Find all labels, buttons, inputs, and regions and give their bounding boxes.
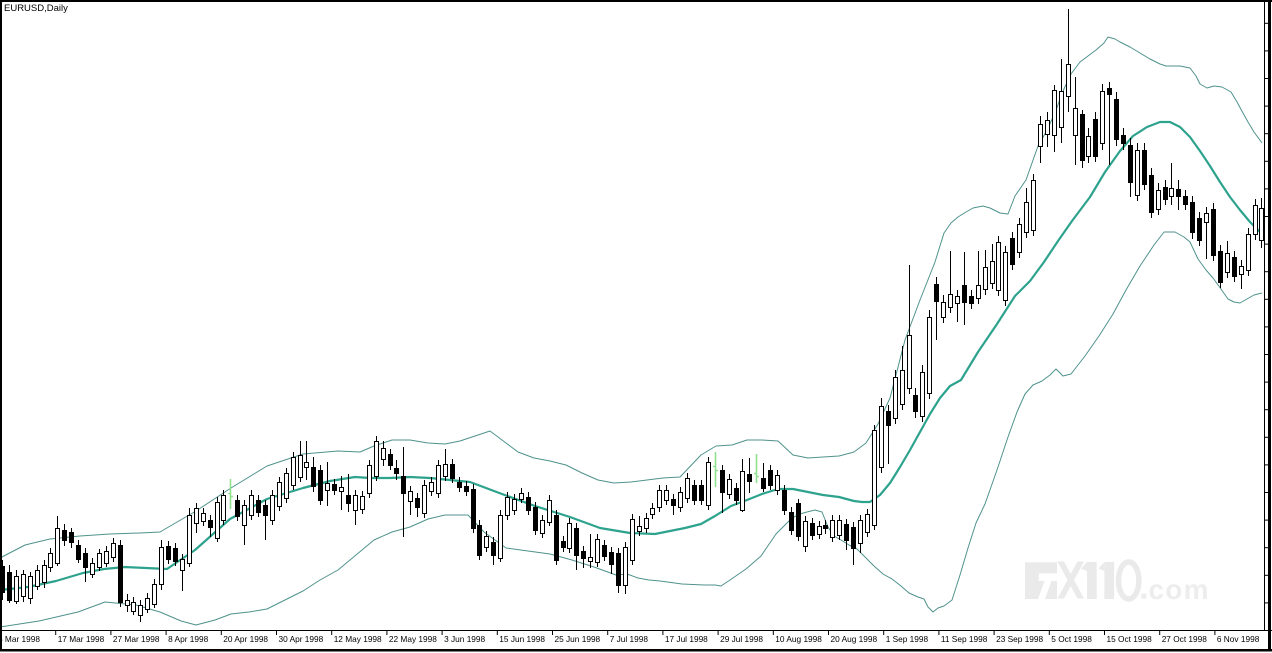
svg-text:7 Jul 1998: 7 Jul 1998 [610,634,649,644]
svg-text:com: com [1149,574,1210,605]
svg-text:15 Oct 1998: 15 Oct 1998 [1107,634,1153,644]
svg-text:20 Aug 1998: 20 Aug 1998 [831,634,878,644]
svg-text:27 Oct 1998: 27 Oct 1998 [1162,634,1208,644]
svg-text:12 May 1998: 12 May 1998 [334,634,382,644]
svg-text:11 Sep 1998: 11 Sep 1998 [941,634,988,644]
svg-text:20 Apr 1998: 20 Apr 1998 [223,634,268,644]
svg-text:25 Jun 1998: 25 Jun 1998 [555,634,601,644]
svg-text:5 Mar 1998: 5 Mar 1998 [0,634,40,644]
svg-text:1 Sep 1998: 1 Sep 1998 [886,634,929,644]
svg-text:17 Jul 1998: 17 Jul 1998 [665,634,708,644]
svg-text:10 Aug 1998: 10 Aug 1998 [775,634,822,644]
svg-text:3 Jun 1998: 3 Jun 1998 [444,634,485,644]
svg-text:15 Jun 1998: 15 Jun 1998 [499,634,545,644]
svg-text:5 Oct 1998: 5 Oct 1998 [1051,634,1092,644]
svg-text:23 Sep 1998: 23 Sep 1998 [996,634,1043,644]
svg-text:27 Mar 1998: 27 Mar 1998 [113,634,160,644]
svg-text:30 Apr 1998: 30 Apr 1998 [279,634,324,644]
svg-text:6 Nov 1998: 6 Nov 1998 [1217,634,1260,644]
svg-text:29 Jul 1998: 29 Jul 1998 [720,634,763,644]
svg-text:22 May 1998: 22 May 1998 [389,634,437,644]
svg-text:17 Mar 1998: 17 Mar 1998 [58,634,105,644]
svg-text:EURUSD,Daily: EURUSD,Daily [4,3,68,14]
svg-text:8 Apr 1998: 8 Apr 1998 [168,634,209,644]
